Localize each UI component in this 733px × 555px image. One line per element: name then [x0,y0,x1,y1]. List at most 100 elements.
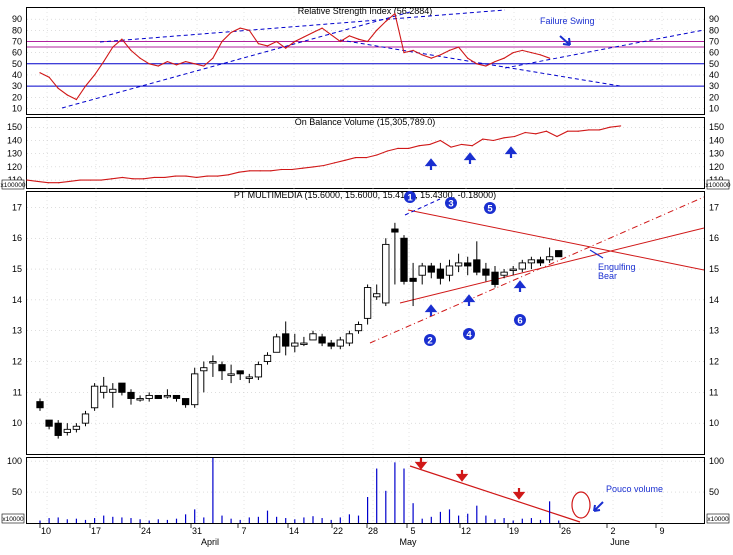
x-tick-label: 28 [368,526,378,536]
rsi-ytick-right: 40 [709,70,719,80]
price-panel-frame [26,191,705,455]
rsi-falling-trendline [339,39,621,87]
price-ytick-left: 12 [12,357,22,367]
candle-bull [90,385,99,409]
x-tick-label: 14 [289,526,299,536]
candle-bull [545,256,554,261]
candle-bear [36,401,44,409]
obv-point [620,125,622,127]
rsi-point [303,36,305,38]
x-tick-label: 7 [241,526,246,536]
candle-bull [209,361,217,364]
x-tick-label: 17 [91,526,101,536]
candle-bear [482,268,490,276]
x-month-label: May [399,537,417,547]
obv-suffix-box-right [706,179,730,190]
price-up-arrow [462,294,476,306]
candle-bear [318,336,326,344]
candle-bull [81,413,90,424]
rsi-point [521,49,523,52]
wave-marker-circle-5 [484,202,496,214]
candle-bull [418,265,426,276]
obv-ytick-right: 120 [709,162,724,172]
candle-bear [154,394,162,399]
volume-suffix-left: x10000 [2,516,24,523]
obv-point [535,133,537,135]
obv-point [323,164,325,167]
rsi-point [248,29,250,31]
candle-bull [191,373,199,406]
volume-ytick-left: 50 [12,487,22,497]
candle-bear [409,277,417,282]
candle-bull [63,428,71,433]
rsi-point [385,20,387,22]
candle-bull [345,333,354,344]
price-ytick-left: 10 [12,418,22,428]
obv-point [503,137,505,139]
volume-suffix-box-left [1,513,25,524]
obv-suffix-left: x100000 [1,182,26,189]
obv-point [132,178,134,180]
obv-point [121,176,123,179]
rsi-point [94,74,96,76]
x-month-label: June [610,537,630,547]
obv-point [376,154,378,156]
wave-marker-circle-1 [404,191,416,203]
rsi-point [549,57,551,59]
engulfing-label-line2: Bear [598,271,617,281]
candle-bear [464,262,472,267]
obv-point [418,145,420,147]
candle-bear [400,237,408,282]
wave-marker-label-4: 4 [466,330,472,341]
candle-bear [555,250,563,258]
rsi-ytick-left: 30 [12,81,22,91]
rsi-point [485,65,487,67]
obv-ytick-left: 150 [7,122,22,132]
rsi-point [357,38,360,40]
candle-bear [45,419,53,427]
rsi-ytick-left: 60 [12,48,22,58]
obv-point [280,168,282,171]
obv-point [58,182,60,184]
obv-point [365,157,367,159]
obv-suffix-box-left [1,179,25,190]
wave-marker-label-3: 3 [448,199,453,210]
rsi-ytick-right: 50 [709,59,719,69]
failure-swing-label: Failure Swing [540,16,595,26]
rsi-point [121,38,123,40]
obv-point [206,175,208,177]
x-tick-label: 9 [659,526,664,536]
obv-ytick-right: 140 [709,135,724,145]
rsi-point [185,60,187,63]
rsi-panel-frame [26,7,705,115]
candle-bull [163,394,172,398]
obv-title: On Balance Volume (15,305,789.0) [295,117,436,127]
obv-point [259,170,261,172]
triangle-upper-line [407,209,705,271]
rsi-ytick-right: 60 [709,48,719,58]
x-tick-label: 31 [192,526,202,536]
rsi-point [257,43,259,45]
price-ytick-left: 13 [12,326,22,336]
volume-suffix-right: x10000 [707,516,729,523]
obv-point [68,180,70,182]
rsi-point [430,57,432,59]
x-month-label: April [201,537,219,547]
price-ytick-right: 11 [709,387,718,397]
rsi-ytick-right: 90 [709,14,719,24]
candle-bull [200,367,208,372]
candle-bull [72,425,81,430]
low-volume-circle [571,491,591,519]
candle-bull [373,293,381,298]
price-ytick-left: 11 [13,387,22,397]
obv-up-arrow [463,152,477,164]
rsi-point [530,52,533,54]
obv-point [227,174,229,176]
obv-point [100,179,102,181]
candle-bull [382,243,390,304]
rsi-ytick-right: 10 [709,103,719,113]
obv-point [355,157,357,159]
obv-point [143,178,145,180]
